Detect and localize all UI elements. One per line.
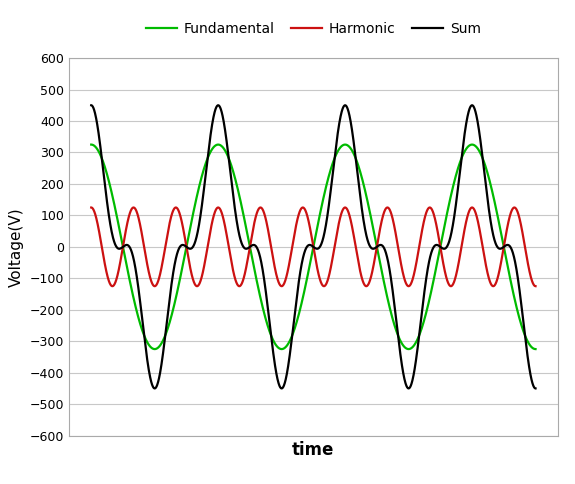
Harmonic bbox=[532, 283, 539, 289]
Sum bbox=[519, 311, 526, 317]
Harmonic bbox=[110, 282, 117, 288]
Line: Fundamental: Fundamental bbox=[91, 145, 535, 349]
Fundamental bbox=[532, 346, 539, 352]
Harmonic bbox=[292, 226, 299, 231]
Sum bbox=[110, 238, 117, 244]
Harmonic bbox=[519, 229, 526, 235]
Fundamental bbox=[438, 240, 444, 246]
Sum bbox=[532, 385, 539, 391]
Sum bbox=[292, 305, 299, 311]
Sum bbox=[519, 313, 526, 318]
Sum bbox=[88, 102, 95, 108]
X-axis label: time: time bbox=[292, 441, 335, 459]
Fundamental bbox=[88, 142, 95, 148]
Sum bbox=[438, 244, 444, 250]
Fundamental bbox=[519, 326, 526, 332]
Harmonic bbox=[88, 205, 95, 211]
Harmonic bbox=[304, 213, 310, 219]
Fundamental bbox=[292, 323, 299, 329]
Fundamental bbox=[519, 325, 526, 331]
Y-axis label: Voltage(V): Voltage(V) bbox=[9, 207, 24, 287]
Line: Harmonic: Harmonic bbox=[91, 208, 535, 286]
Sum bbox=[304, 243, 310, 249]
Legend: Fundamental, Harmonic, Sum: Fundamental, Harmonic, Sum bbox=[140, 16, 486, 41]
Fundamental bbox=[304, 274, 310, 280]
Fundamental bbox=[110, 199, 117, 205]
Harmonic bbox=[438, 248, 444, 254]
Harmonic bbox=[519, 231, 526, 237]
Line: Sum: Sum bbox=[91, 105, 535, 388]
